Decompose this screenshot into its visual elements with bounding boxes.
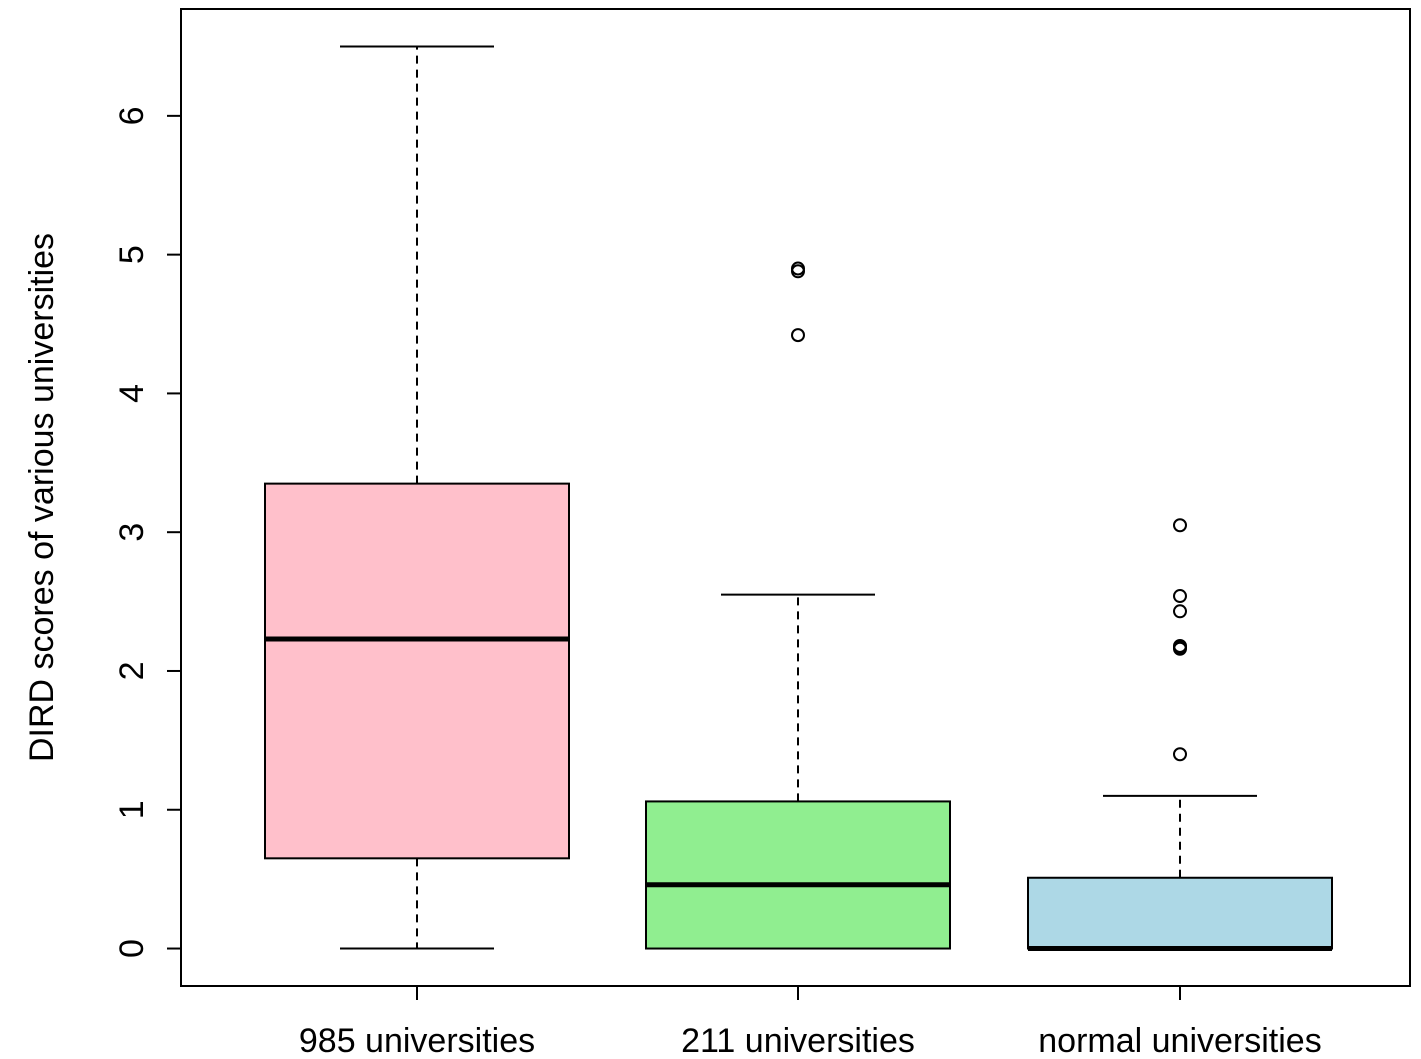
y-tick-label: 1 bbox=[113, 800, 151, 819]
outlier-point bbox=[1173, 518, 1187, 533]
y-tick-label: 0 bbox=[113, 939, 151, 958]
x-tick-label: 211 universities bbox=[681, 1022, 915, 1059]
outlier-point bbox=[1173, 638, 1187, 653]
outlier-point bbox=[1173, 747, 1187, 762]
x-axis: 985 universities 211 universities normal u… bbox=[299, 986, 1322, 1059]
y-tick-label: 2 bbox=[113, 662, 151, 681]
iqr-box bbox=[264, 482, 570, 860]
iqr-box bbox=[645, 800, 951, 950]
y-tick-label: 6 bbox=[113, 106, 151, 125]
y-axis-title: DIRD scores of various universities bbox=[23, 233, 61, 762]
outlier-point bbox=[791, 328, 805, 343]
outlier-point bbox=[1173, 589, 1187, 604]
y-tick-label: 5 bbox=[113, 245, 151, 264]
box-group bbox=[645, 261, 951, 950]
outlier-point bbox=[791, 261, 805, 276]
box-group bbox=[1027, 518, 1333, 952]
plot-frame bbox=[180, 8, 1411, 987]
x-tick-label: normal universities bbox=[1038, 1022, 1321, 1059]
box-groups bbox=[264, 45, 1333, 952]
iqr-box bbox=[1027, 876, 1333, 950]
y-tick-label: 4 bbox=[113, 384, 151, 403]
box-group bbox=[264, 45, 570, 950]
x-tick-label: 985 universities bbox=[299, 1022, 535, 1059]
outlier-point bbox=[1173, 604, 1187, 619]
y-axis: 0 1 2 3 4 5 6 bbox=[113, 106, 181, 958]
y-tick-label: 3 bbox=[113, 523, 151, 542]
